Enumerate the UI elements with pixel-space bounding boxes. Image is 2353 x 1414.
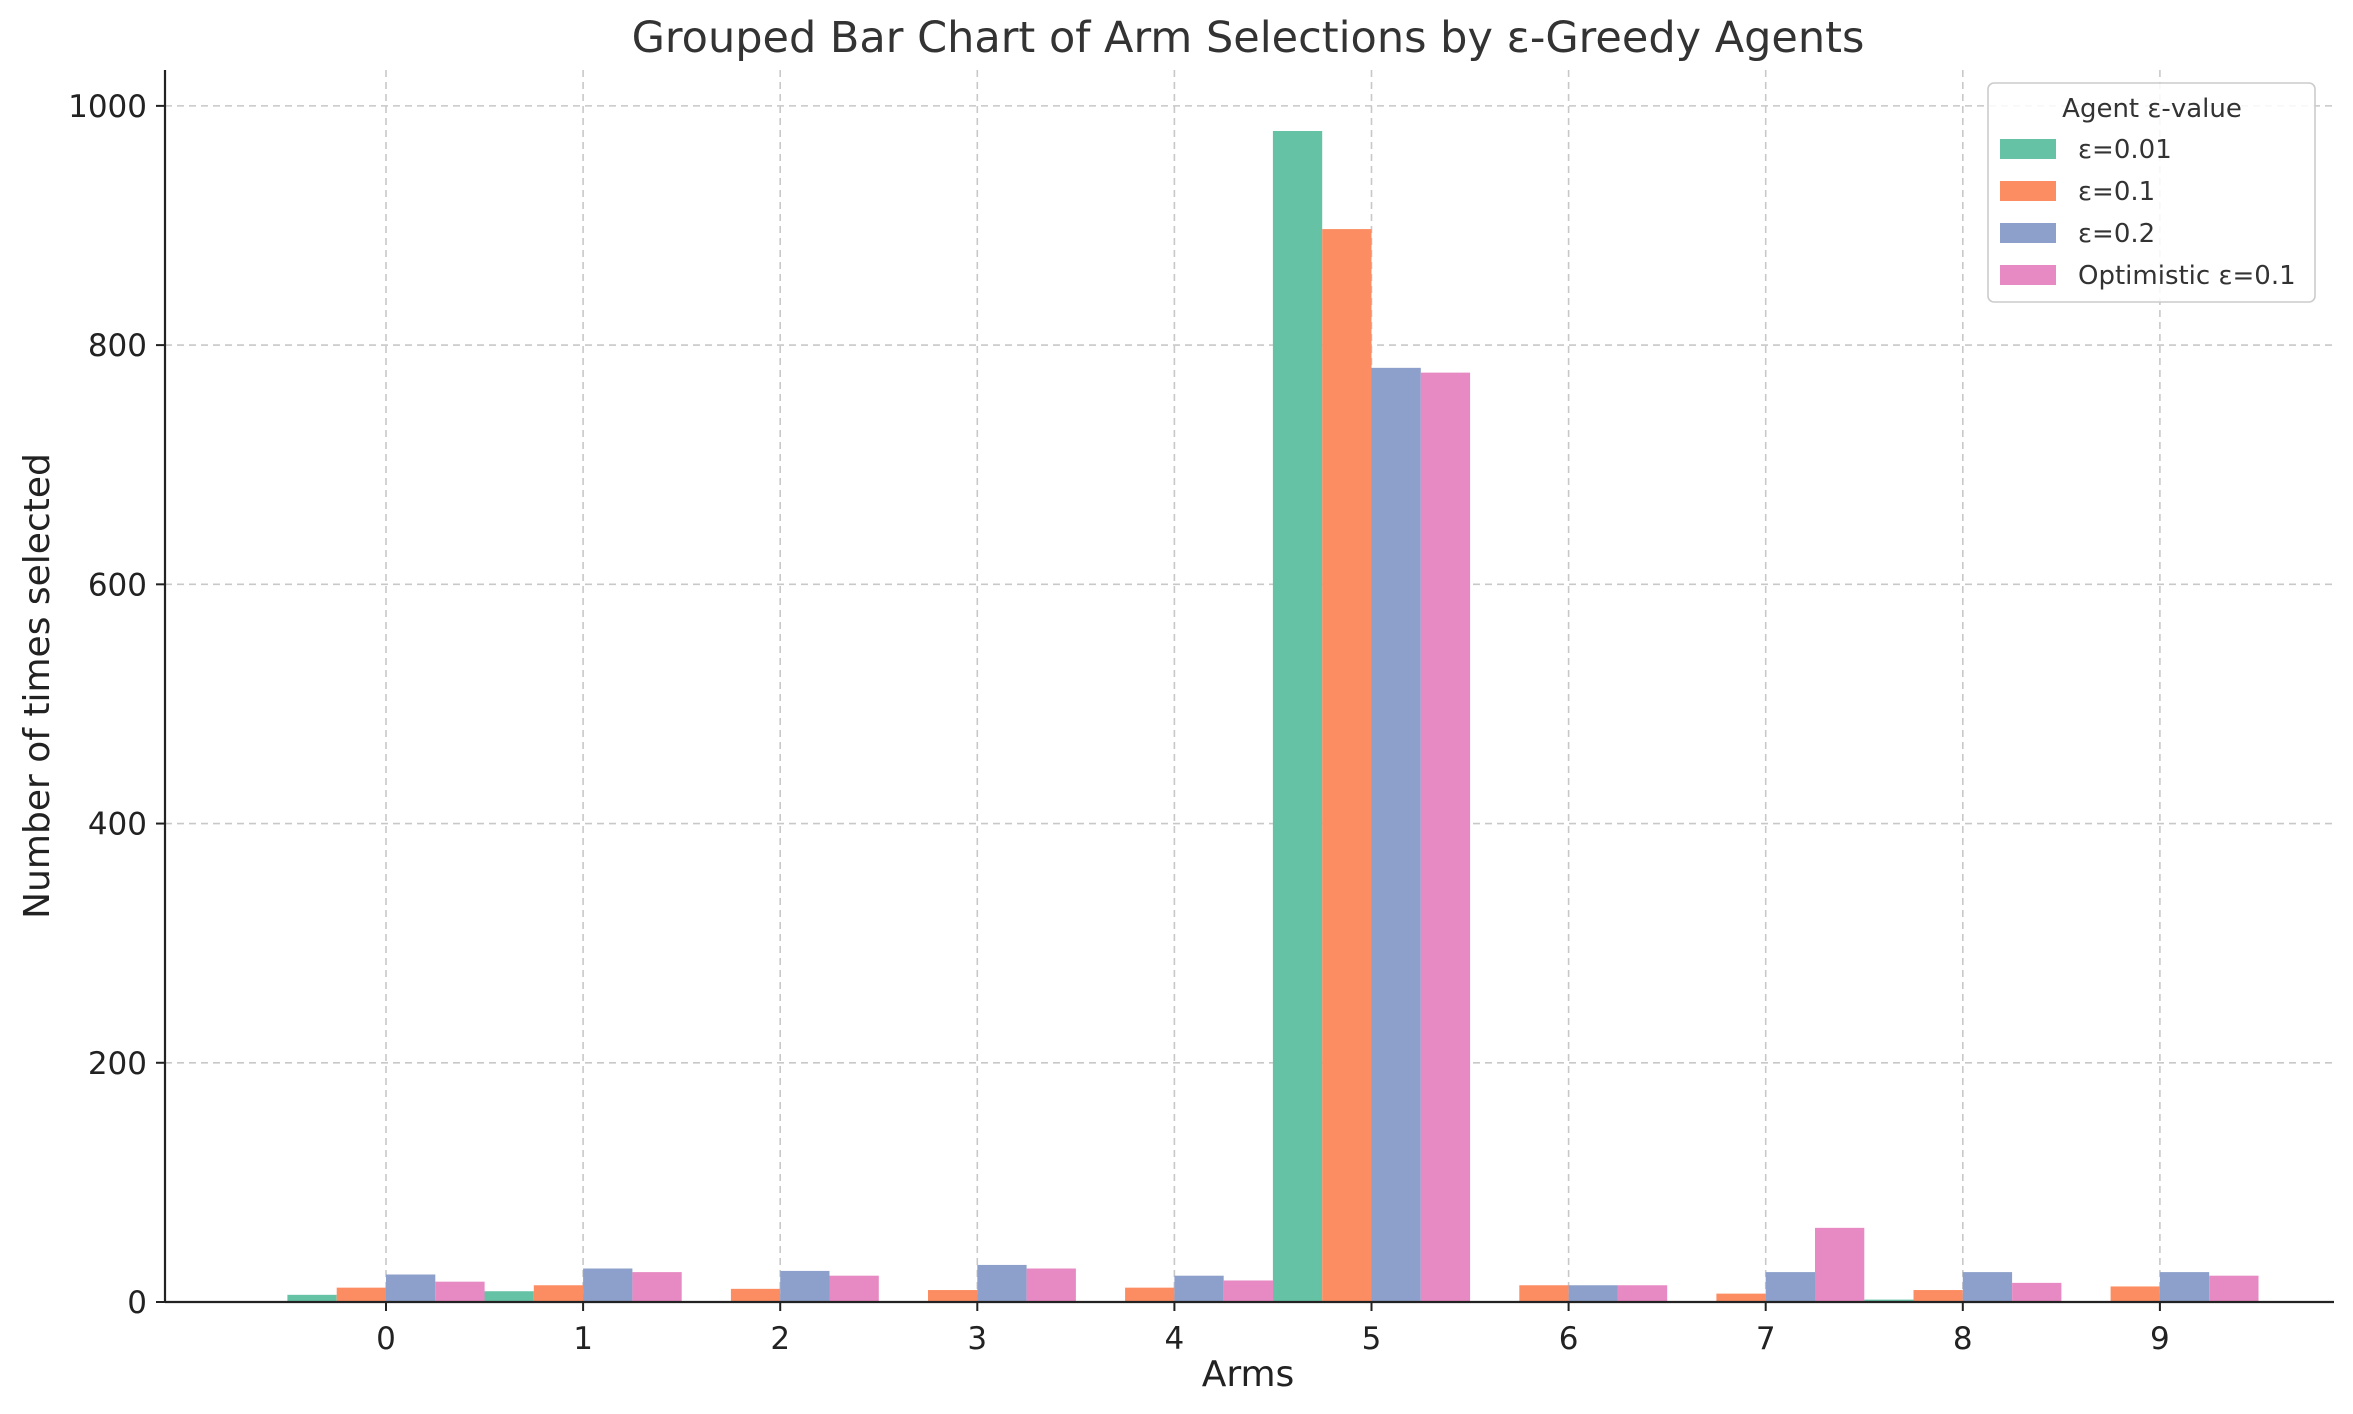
bar [1174,1275,1224,1302]
bar [1962,1272,2013,1302]
bar [1765,1272,1815,1302]
bar [632,1272,682,1302]
bar [1026,1268,1076,1302]
legend-items: ε=0.01 ε=0.1 ε=0.2 Optimistic ε=0.1 [2000,135,2296,291]
bar [533,1285,584,1302]
x-tick-label: 2 [770,1321,790,1357]
bar [1519,1285,1569,1302]
bar [2159,1272,2210,1302]
x-tick-label: 7 [1756,1321,1776,1357]
bar [730,1288,781,1302]
x-tick-label: 3 [967,1321,987,1357]
x-axis-label: Arms [1202,1354,1295,1395]
bar [977,1264,1027,1302]
y-tick-label: 400 [88,807,147,843]
legend-label: ε=0.1 [2078,177,2155,207]
bar [435,1281,485,1302]
bar [386,1274,436,1302]
bar [780,1270,830,1302]
bar [1913,1290,1963,1302]
bar [1568,1285,1618,1302]
bar [1420,372,1471,1302]
bar [484,1291,534,1302]
bar [583,1268,633,1302]
legend-title: Agent ε-value [2062,94,2242,124]
legend-label: Optimistic ε=0.1 [2078,261,2296,291]
legend-frame [1987,82,2316,303]
x-tick-label: 6 [1559,1321,1579,1357]
bar [336,1287,386,1302]
y-axis-ticks: 0 200 400 600 800 1000 [68,89,165,1321]
bar [928,1290,978,1302]
bar [1716,1293,1766,1302]
x-tick-label: 1 [573,1321,593,1357]
bar [1815,1227,1865,1302]
legend: Agent ε-value ε=0.01 ε=0.1 ε=0.2 Optimistic… [1987,82,2316,303]
bar [1322,229,1372,1303]
x-tick-label: 4 [1165,1321,1185,1357]
axes [163,70,2334,1304]
bar [1371,367,1421,1303]
bar [829,1275,879,1302]
x-tick-label: 8 [1953,1321,1973,1357]
legend-label: ε=0.2 [2078,219,2155,249]
legend-swatch [2000,181,2056,201]
bar [1223,1280,1273,1302]
y-axis-label: Number of times selected [17,453,58,919]
y-tick-label: 0 [127,1285,147,1321]
legend-swatch [2000,223,2056,243]
y-tick-label: 600 [88,567,147,603]
y-tick-label: 800 [88,328,147,364]
y-tick-label: 1000 [68,89,147,125]
bar [1125,1287,1175,1302]
bar [287,1294,337,1302]
bar [1272,131,1323,1302]
legend-swatch [2000,139,2056,159]
x-tick-label: 5 [1362,1321,1382,1357]
bar [2012,1282,2062,1302]
legend-label: ε=0.01 [2078,135,2172,165]
bars [287,131,2259,1303]
bar [1617,1285,1668,1302]
chart-title: Grouped Bar Chart of Arm Selections by ε… [632,13,1865,63]
bar [2110,1286,2160,1302]
x-tick-label: 0 [376,1321,396,1357]
y-tick-label: 200 [88,1046,147,1082]
legend-swatch [2000,265,2056,285]
bar [2209,1275,2259,1302]
bar [1864,1299,1914,1302]
x-axis-ticks: 0 1 2 3 4 5 6 7 8 9 [376,1302,2170,1357]
x-tick-label: 9 [2150,1321,2170,1357]
